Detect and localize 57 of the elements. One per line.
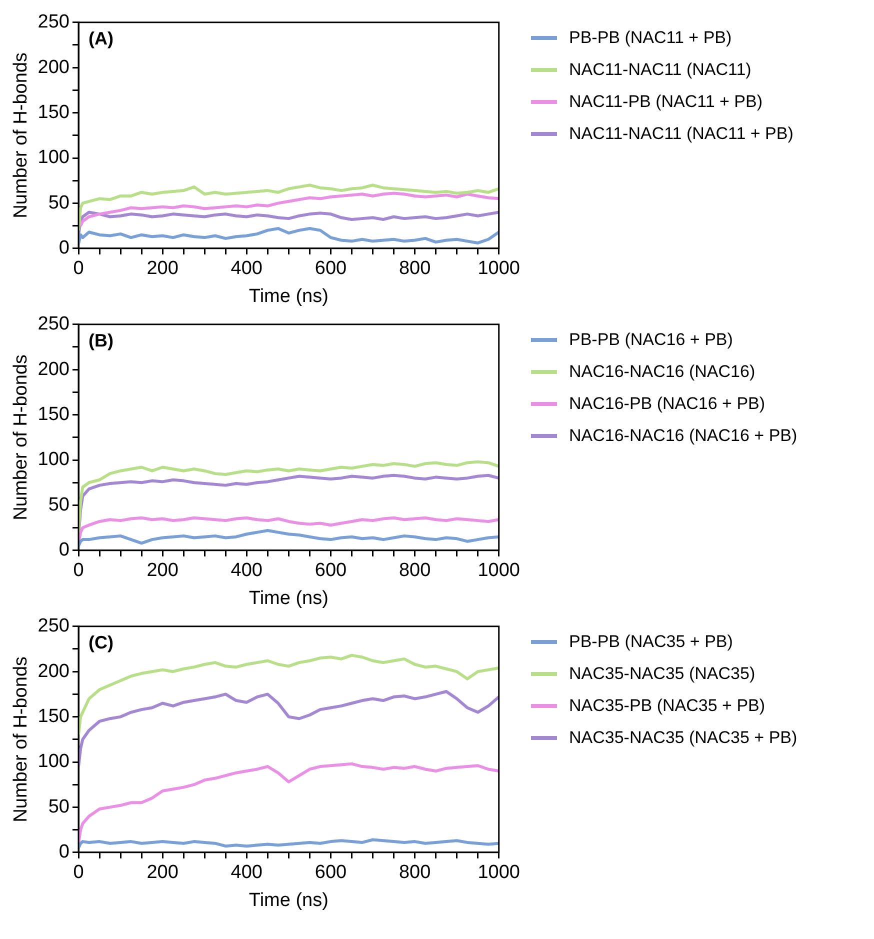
legend-label: PB-PB (NAC35 + PB) (569, 632, 733, 652)
y-tick-label: 100 (38, 449, 70, 470)
legend-label: NAC16-PB (NAC16 + PB) (569, 394, 766, 414)
y-tick-label: 200 (38, 56, 70, 78)
y-tick-label: 200 (38, 358, 70, 380)
legend-label: NAC35-PB (NAC35 + PB) (569, 696, 766, 716)
chart-title: (B) (88, 330, 114, 350)
x-tick-label: 600 (314, 862, 347, 884)
x-tick-label: 800 (398, 258, 431, 280)
x-axis-title: Time (ns) (248, 286, 328, 307)
x-tick-label: 400 (230, 560, 262, 582)
legend-label: NAC35-NAC35 (NAC35 + PB) (569, 728, 798, 748)
chart-title: (A) (88, 28, 114, 48)
y-tick-label: 150 (38, 404, 70, 426)
x-tick-label: 1000 (478, 862, 520, 884)
x-tick-label: 400 (230, 258, 262, 280)
x-tick-label: 1000 (478, 258, 520, 280)
x-tick-label: 1000 (478, 560, 520, 582)
x-tick-label: 600 (314, 560, 347, 582)
x-axis-title: Time (ns) (248, 588, 328, 609)
y-axis-title: Number of H-bonds (10, 52, 32, 218)
legend-label: NAC11-NAC11 (NAC11 + PB) (569, 124, 794, 144)
y-tick-label: 50 (48, 494, 70, 516)
x-tick-label: 800 (398, 560, 431, 582)
x-tick-label: 0 (73, 560, 84, 582)
x-tick-label: 200 (146, 862, 178, 884)
x-tick-label: 200 (146, 560, 178, 582)
legend-label: NAC16-NAC16 (NAC16 + PB) (569, 426, 798, 446)
y-tick-label: 100 (38, 147, 70, 168)
y-tick-label: 50 (48, 796, 70, 818)
legend-label: PB-PB (NAC16 + PB) (569, 330, 733, 350)
y-axis-title: Number of H-bonds (10, 354, 32, 520)
y-tick-label: 100 (38, 751, 70, 772)
y-tick-label: 250 (38, 314, 70, 335)
x-tick-label: 200 (146, 258, 178, 280)
y-tick-label: 150 (38, 706, 70, 728)
legend-label: PB-PB (NAC11 + PB) (569, 28, 732, 48)
y-tick-label: 0 (58, 540, 70, 561)
y-tick-label: 250 (38, 616, 70, 637)
y-tick-label: 250 (38, 12, 70, 33)
x-tick-label: 400 (230, 862, 262, 884)
y-tick-label: 50 (48, 192, 70, 214)
x-tick-label: 0 (73, 258, 84, 280)
legend-label: NAC11-NAC11 (NAC11) (569, 60, 752, 80)
x-tick-label: 0 (73, 862, 84, 884)
legend-label: NAC35-NAC35 (NAC35) (569, 664, 756, 684)
y-tick-label: 150 (38, 102, 70, 124)
x-tick-label: 800 (398, 862, 431, 884)
legend-label: NAC11-PB (NAC11 + PB) (569, 92, 763, 112)
y-tick-label: 200 (38, 660, 70, 682)
y-tick-label: 0 (58, 842, 70, 863)
y-tick-label: 0 (58, 238, 70, 259)
x-axis-title: Time (ns) (248, 890, 328, 911)
chart-title: (C) (88, 632, 114, 652)
x-tick-label: 600 (314, 258, 347, 280)
legend-label: NAC16-NAC16 (NAC16) (569, 362, 756, 382)
y-axis-title: Number of H-bonds (10, 656, 32, 822)
